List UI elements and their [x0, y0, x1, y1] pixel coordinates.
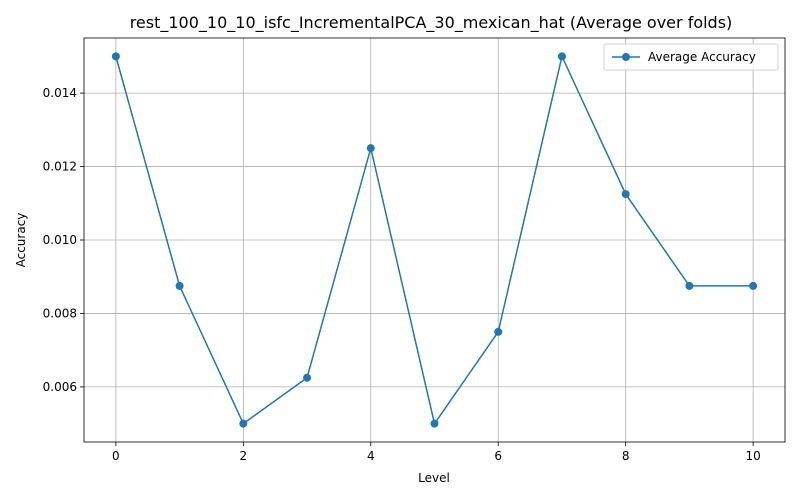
y-tick-label: 0.012	[43, 160, 77, 174]
data-point	[430, 419, 439, 428]
x-axis-label: Level	[418, 471, 450, 485]
y-tick-label: 0.010	[43, 233, 77, 247]
legend-box	[603, 43, 779, 71]
data-point	[239, 419, 248, 428]
x-tick-label: 0	[112, 449, 120, 463]
legend-entry-label: Average Accuracy	[648, 50, 756, 64]
x-tick-label: 2	[239, 449, 247, 463]
x-tick-label: 8	[622, 449, 630, 463]
data-point	[494, 327, 503, 336]
y-tick-label: 0.014	[43, 86, 77, 100]
data-point	[303, 373, 312, 382]
chart-title: rest_100_10_10_isfc_IncrementalPCA_30_me…	[130, 13, 733, 33]
legend-marker-swatch	[622, 53, 630, 61]
x-tick-label: 10	[745, 449, 760, 463]
data-point	[557, 52, 566, 61]
data-point	[175, 281, 184, 290]
data-point	[621, 190, 630, 199]
data-point	[749, 281, 758, 290]
y-tick-label: 0.006	[43, 380, 77, 394]
data-point	[111, 52, 120, 61]
y-tick-label: 0.008	[43, 306, 77, 320]
y-axis-label: Accuracy	[14, 213, 28, 268]
data-point	[685, 281, 694, 290]
legend: Average Accuracy	[603, 43, 779, 71]
data-point	[366, 144, 375, 153]
axis-ticks: 0 2 4 6 8 10 0.006 0.008 0.010 0.012 0.014	[43, 86, 761, 463]
x-tick-label: 6	[494, 449, 502, 463]
plot-frame	[83, 37, 786, 443]
grid	[84, 38, 785, 442]
series-layer	[111, 52, 758, 428]
x-tick-label: 4	[367, 449, 375, 463]
